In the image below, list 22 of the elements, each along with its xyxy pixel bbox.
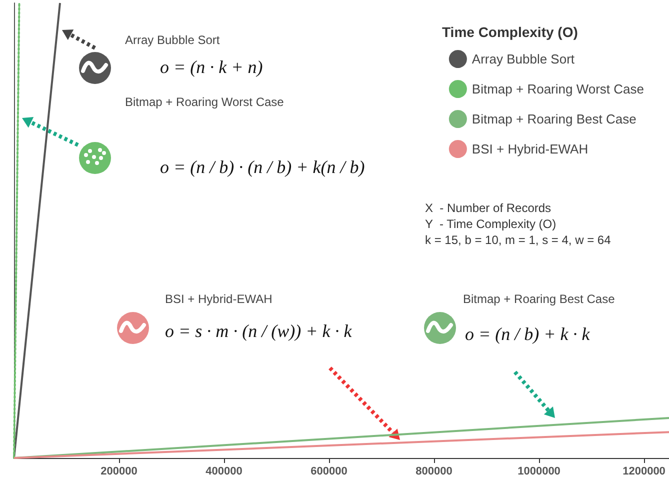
annotation: Bitmap + Roaring Best Case [463, 292, 616, 306]
x-tick-label: 200000 [100, 466, 138, 478]
annotation: Array Bubble Sort [125, 33, 220, 47]
legend-label: Array Bubble Sort [472, 52, 575, 66]
annotation: Y - Time Complexity (O) [425, 217, 556, 231]
annotation: BSI + Hybrid-EWAH [165, 292, 272, 306]
legend-label: BSI + Hybrid-EWAH [472, 142, 588, 156]
annotation: X - Number of Records [425, 201, 552, 215]
x-tick-label: 400000 [206, 466, 242, 478]
annotation: o = (n / b) · (n / b) + k(n / b) [160, 157, 365, 177]
x-tick-label: 1000000 [518, 466, 560, 478]
x-tick-label: 600000 [310, 466, 348, 478]
annotation: o = (n / b) + k · k [465, 324, 591, 344]
x-tick-label: 1200000 [622, 466, 666, 478]
legend-label: Bitmap + Roaring Worst Case [472, 82, 644, 96]
annotation: k = 15, b = 10, m = 1, s = 4, w = 64 [425, 233, 612, 247]
legend-title: Time Complexity (O) [442, 24, 578, 40]
annotation: o = s · m · (n / (w)) + k · k [165, 321, 353, 341]
x-tick-label: 800000 [416, 466, 452, 478]
annotation: o = (n · k + n) [160, 57, 263, 77]
legend-label: Bitmap + Roaring Best Case [472, 112, 636, 126]
annotation: Bitmap + Roaring Worst Case [125, 95, 284, 109]
